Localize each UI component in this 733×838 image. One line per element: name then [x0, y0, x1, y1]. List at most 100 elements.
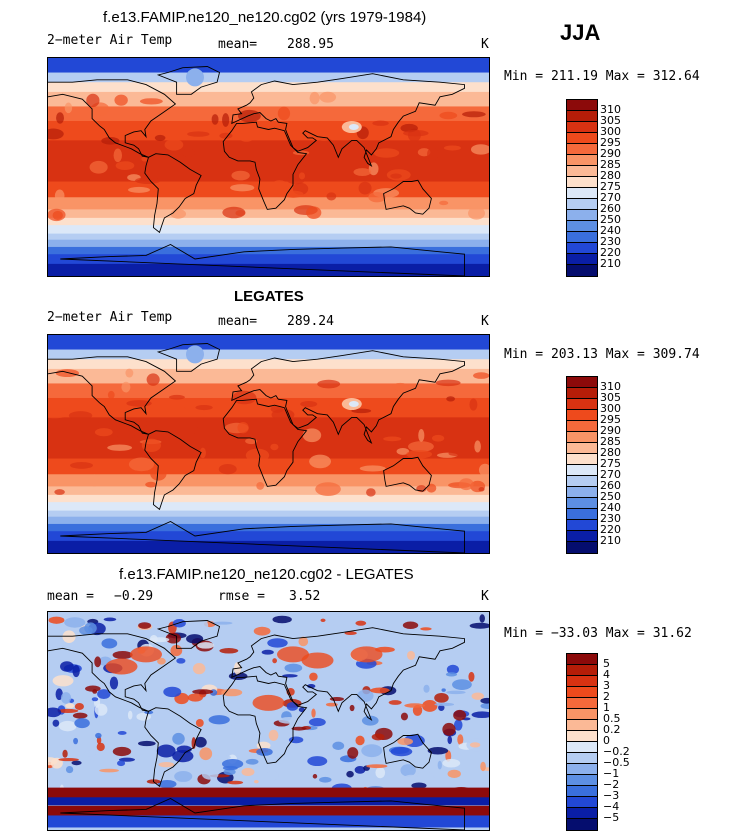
difference-patch	[241, 767, 255, 777]
difference-patch	[298, 636, 309, 647]
field-patch	[90, 474, 99, 487]
colorbar-tick-label: 310	[600, 103, 621, 116]
colorbar-swatch	[567, 111, 597, 122]
difference-patch	[157, 657, 166, 665]
colorbar-tick-label: 260	[600, 479, 621, 492]
temperature-band	[48, 383, 489, 399]
difference-patch	[442, 722, 456, 736]
difference-patch	[195, 719, 204, 728]
difference-patch	[328, 613, 348, 627]
warm-anomaly	[252, 694, 285, 711]
difference-patch	[194, 736, 207, 748]
temperature-band	[48, 494, 489, 503]
colorbar-swatch	[567, 808, 597, 819]
field-patch	[211, 114, 219, 125]
colorbar-tick-label: 290	[600, 424, 621, 437]
temperature-band	[48, 516, 489, 525]
colorbar-swatch	[567, 797, 597, 808]
difference-patch	[58, 720, 77, 732]
temperature-band	[48, 263, 489, 276]
difference-patch	[298, 707, 305, 713]
field-patch	[77, 420, 102, 430]
field-patch	[141, 156, 148, 162]
field-patch	[237, 422, 249, 434]
difference-patch	[332, 741, 345, 751]
difference-patch	[402, 621, 419, 630]
field-patch	[195, 404, 213, 411]
colorbar-tick-label: 0.5	[603, 712, 621, 725]
difference-patch	[453, 709, 467, 721]
field-patch	[164, 139, 184, 151]
difference-patch	[442, 758, 461, 768]
field-patch	[373, 148, 400, 158]
difference-patch	[163, 686, 182, 698]
difference-patch	[95, 732, 102, 739]
field-patch	[353, 168, 372, 176]
field-patch	[299, 165, 307, 173]
difference-patch	[112, 650, 133, 659]
difference-patch	[284, 663, 303, 673]
coastline	[60, 520, 465, 553]
panel-2-map	[47, 334, 490, 554]
difference-patch	[222, 765, 238, 771]
temperature-band	[48, 359, 489, 370]
difference-patch	[375, 766, 386, 779]
difference-patch	[94, 703, 108, 716]
warm-anomaly	[277, 646, 309, 663]
panel-3-mean-label: mean =	[47, 589, 94, 604]
field-patch	[135, 177, 161, 185]
temperature-band	[48, 349, 489, 360]
difference-patch	[469, 622, 489, 629]
colorbar-swatch	[567, 542, 597, 553]
colorbar-swatch	[567, 177, 597, 188]
field-patch	[469, 398, 478, 411]
colorbar-swatch	[567, 199, 597, 210]
colorbar-swatch	[567, 476, 597, 487]
difference-patch	[307, 756, 328, 767]
warm-anomaly	[105, 658, 138, 675]
warm-anomaly	[301, 652, 334, 669]
temperature-band	[48, 217, 489, 226]
colorbar-swatch	[567, 819, 597, 830]
difference-patch	[172, 732, 185, 745]
colorbar-tick-label: 300	[600, 125, 621, 138]
field-patch	[435, 379, 461, 387]
difference-patch	[85, 685, 101, 692]
difference-patch	[52, 719, 60, 727]
difference-patch	[349, 704, 355, 712]
difference-patch	[94, 656, 102, 668]
difference-patch	[457, 734, 464, 745]
field-patch	[199, 447, 206, 459]
colorbar-swatch	[567, 133, 597, 144]
coastline	[144, 153, 202, 234]
difference-patch	[411, 782, 427, 789]
difference-patch	[137, 740, 156, 747]
colorbar-tick-label: 230	[600, 512, 621, 525]
difference-patch	[422, 699, 438, 712]
difference-patch	[320, 618, 326, 622]
difference-patch	[149, 637, 170, 643]
field-patch	[309, 91, 320, 105]
difference-patch	[441, 688, 446, 692]
difference-patch	[268, 729, 279, 741]
difference-patch	[223, 768, 236, 776]
difference-patch	[176, 658, 186, 664]
difference-patch	[199, 747, 213, 761]
difference-patch	[165, 632, 181, 644]
field-patch	[181, 148, 195, 158]
colorbar-swatch	[567, 731, 597, 742]
difference-patch	[212, 621, 233, 625]
panel-3-mean-value: −0.29	[114, 589, 154, 604]
difference-patch	[74, 718, 90, 729]
coastline	[156, 620, 221, 649]
field-patch	[245, 438, 258, 445]
colorbar-swatch	[567, 698, 597, 709]
difference-patch	[197, 642, 215, 649]
colorbar-tick-label: 260	[600, 202, 621, 215]
difference-patch	[480, 761, 486, 772]
temperature-band	[48, 510, 489, 518]
panel-3-minmax: Min = −33.03 Max = 31.62	[504, 626, 692, 641]
panel-1-mean-value: 288.95	[287, 37, 334, 52]
difference-patch	[52, 675, 74, 687]
field-patch	[473, 372, 489, 379]
